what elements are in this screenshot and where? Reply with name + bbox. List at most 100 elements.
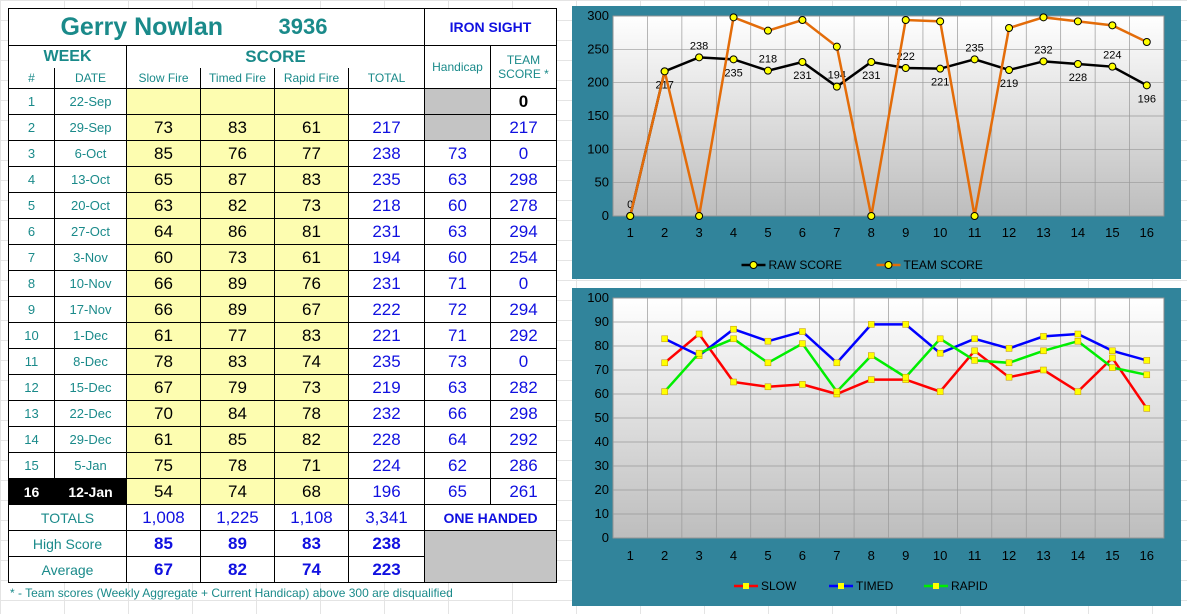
x-tick-label: 12 [1002,548,1016,563]
week-date: 3-Nov [54,244,127,271]
slow-fire-score: 54 [126,478,201,505]
week-number: 3 [8,140,55,167]
week-total: 217 [348,114,425,141]
data-point [661,388,668,395]
week-date: 22-Sep [54,88,127,115]
data-point [901,16,910,24]
x-tick-label: 4 [730,225,737,240]
table-row: 12 15-Dec 67 79 73 219 63 282 [8,374,557,401]
week-team-score: 292 [490,426,557,453]
data-point [1039,13,1048,22]
rapid-fire-score: 81 [274,218,349,245]
y-tick-label: 300 [587,8,609,23]
week-team-score: 0 [490,88,557,115]
data-point [1142,38,1151,46]
y-tick-label: 50 [595,175,609,190]
data-point [1109,354,1116,362]
week-team-score: 298 [490,400,557,427]
week-total: 238 [348,140,425,167]
week-number: 16 [8,478,55,505]
table-row: 11 8-Dec 78 83 74 235 73 0 [8,348,557,375]
data-point [729,13,738,22]
x-tick-label: 11 [968,225,982,240]
week-handicap: 64 [424,426,491,453]
data-point [902,373,909,381]
data-point [1005,345,1013,352]
week-handicap: 63 [424,166,491,193]
fire-type-chart: 0 10 20 30 40 50 60 70 80 90 100 1 2 3 4 5 6 7 8 9 10 11 12 13 1… [572,288,1181,606]
week-number: 5 [8,192,55,219]
timed-fire-score: 74 [200,478,275,505]
week-handicap: 60 [424,244,491,271]
legend-label: TEAM SCORE [904,258,983,272]
shooter-class: IRON SIGHT [424,8,557,46]
legend-marker [933,583,939,589]
timed-column-header: Timed Fire [200,67,275,89]
week-number: 4 [8,166,55,193]
table-row: 10 1-Dec 61 77 83 221 71 292 [8,322,557,349]
data-point [695,212,704,220]
handicap-header: Handicap [424,45,491,89]
x-tick-label: 7 [833,225,840,240]
data-point [936,335,944,343]
data-point [1108,21,1117,30]
data-point [764,337,772,345]
data-point [868,352,875,359]
y-tick-label: 250 [587,41,609,56]
week-handicap [424,114,491,141]
data-point [971,335,978,343]
week-date: 1-Dec [54,322,127,349]
timed-fire-score [200,88,275,115]
num-column-header: # [8,67,55,89]
data-point [798,58,807,66]
slow-fire-score: 61 [126,426,201,453]
data-point [799,328,806,335]
data-point [970,55,979,64]
table-row: 16 12-Jan 54 74 68 196 65 261 [8,478,557,505]
data-point [936,349,944,357]
week-handicap: 72 [424,296,491,323]
data-point [661,359,668,367]
table-row: 13 22-Dec 70 84 78 232 66 298 [8,400,557,427]
data-label: 217 [655,79,673,91]
high-score-label: High Score [8,530,127,557]
data-point [1005,373,1013,381]
week-date: 12-Jan [54,478,127,505]
week-date: 8-Dec [54,348,127,375]
x-tick-label: 6 [799,548,806,563]
week-handicap: 71 [424,270,491,297]
data-point [936,388,944,395]
team-header-line2: SCORE * [498,67,549,81]
x-tick-label: 3 [695,225,702,240]
legend-label: RAW SCORE [769,258,843,272]
week-team-score: 0 [490,140,557,167]
average-total: 223 [348,556,425,583]
x-tick-label: 16 [1140,548,1154,563]
data-point [695,53,704,62]
week-number: 7 [8,244,55,271]
week-total: 222 [348,296,425,323]
data-point [867,58,876,66]
rapid-fire-score: 76 [274,270,349,297]
x-tick-label: 16 [1140,225,1154,240]
week-date: 17-Nov [54,296,127,323]
week-handicap: 62 [424,452,491,479]
y-tick-label: 80 [595,338,609,353]
score-chart: 0 50 100 150 200 250 300 1 2 3 4 5 6 7 8 9 10 11 12 13 14 15 1… [572,6,1181,279]
week-team-score: 282 [490,374,557,401]
y-tick-label: 0 [602,530,609,545]
data-point [1074,388,1082,395]
y-tick-label: 20 [595,482,609,497]
data-point [1142,81,1151,90]
average-timed: 82 [200,556,275,583]
x-tick-label: 4 [730,548,737,563]
week-handicap: 73 [424,140,491,167]
slow-fire-score: 63 [126,192,201,219]
data-label: 231 [862,70,880,82]
data-point [1040,347,1047,355]
timed-fire-score: 85 [200,426,275,453]
data-label: 219 [1000,78,1018,90]
data-point [730,325,737,333]
rapid-fire-score: 77 [274,140,349,167]
week-handicap: 63 [424,218,491,245]
